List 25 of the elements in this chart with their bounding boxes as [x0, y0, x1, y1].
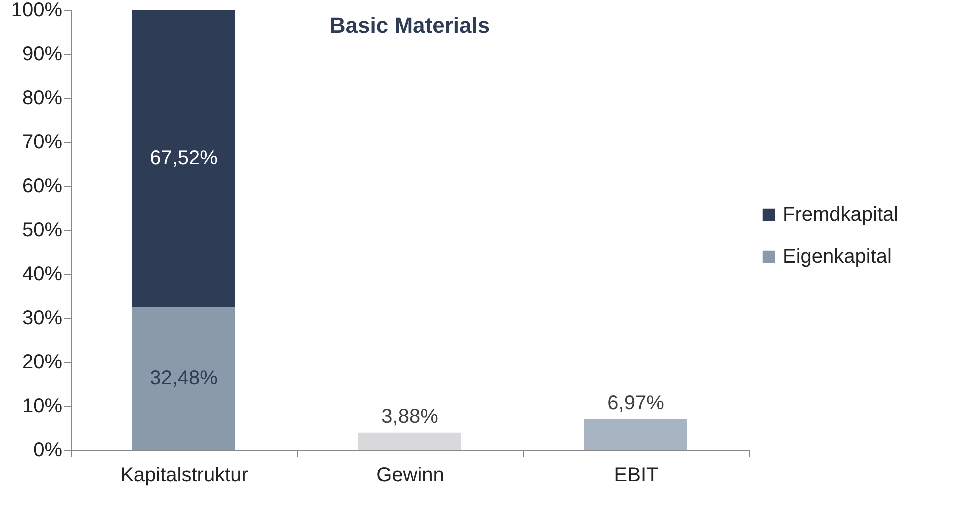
bar [132, 307, 236, 450]
y-tick-label: 30% [22, 308, 63, 330]
x-tick-label: EBIT [614, 464, 659, 486]
y-tick-label: 10% [22, 396, 63, 418]
data-label: 32,48% [150, 368, 218, 390]
legend-label: Fremdkapital [783, 204, 899, 226]
bar [584, 419, 688, 450]
chart-title: Basic Materials [330, 13, 490, 38]
y-tick-label: 80% [22, 88, 63, 110]
x-tick-label: Gewinn [376, 464, 444, 486]
y-tick-label: 100% [11, 0, 63, 22]
y-tick-label: 60% [22, 176, 63, 198]
bar [132, 10, 236, 308]
data-label: 67,52% [150, 148, 218, 170]
y-tick-label: 70% [22, 132, 63, 154]
y-tick-label: 90% [22, 44, 63, 66]
y-tick-label: 20% [22, 352, 63, 374]
legend-label: Eigenkapital [783, 246, 892, 268]
x-tick-label: Kapitalstruktur [120, 464, 249, 486]
data-label: 6,97% [608, 392, 665, 414]
y-tick-label: 0% [34, 440, 63, 462]
y-tick-label: 40% [22, 264, 63, 286]
data-label: 3,88% [382, 406, 439, 428]
y-tick-label: 50% [22, 220, 63, 242]
bar [358, 432, 462, 450]
